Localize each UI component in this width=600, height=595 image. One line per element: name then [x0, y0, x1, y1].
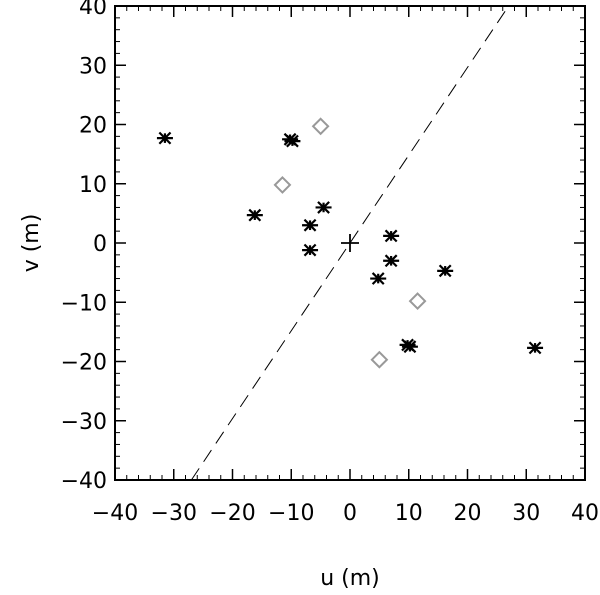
- y-tick-label: −30: [61, 410, 107, 435]
- diamond-point: [311, 117, 330, 136]
- asterisk-point: [370, 272, 387, 285]
- x-tick-label: −40: [92, 501, 138, 526]
- y-tick-label: −40: [61, 469, 107, 494]
- y-tick-label: 30: [79, 54, 107, 79]
- asterisk-point: [383, 229, 400, 243]
- dashed-reference-line: [190, 5, 510, 481]
- y-tick-label: 10: [79, 173, 107, 198]
- y-tick-label: −10: [61, 291, 107, 316]
- y-tick-label: −20: [61, 351, 107, 376]
- y-tick-label: 0: [93, 232, 107, 257]
- asterisk-point: [156, 131, 173, 145]
- axis-ticks: −40 −30 −20 −10 0 10 20 30 40 −40 −30 −20 −10 0 10 20 30…: [61, 0, 599, 526]
- x-tick-label: 0: [343, 501, 357, 526]
- asterisk-point: [246, 208, 263, 222]
- asterisk-point: [383, 254, 400, 268]
- asterisk-point: [284, 134, 301, 148]
- x-tick-label: 20: [454, 501, 482, 526]
- y-tick-label: 20: [79, 114, 107, 139]
- plot-marks: [156, 5, 544, 481]
- y-tick-label: 40: [79, 0, 107, 20]
- x-axis-label: u (m): [320, 566, 380, 591]
- x-tick-label: 10: [395, 501, 423, 526]
- asterisk-point: [315, 201, 332, 214]
- diamond-point: [370, 350, 389, 369]
- asterisk-point: [437, 264, 454, 278]
- x-tick-label: −30: [151, 501, 197, 526]
- asterisk-point: [302, 243, 319, 257]
- asterisk-point: [527, 341, 544, 355]
- diamond-point: [273, 176, 292, 194]
- diamond-point: [408, 292, 427, 310]
- x-tick-label: −20: [209, 501, 255, 526]
- x-tick-label: 40: [571, 501, 599, 526]
- y-axis-label: v (m): [19, 214, 44, 273]
- x-tick-label: −10: [268, 501, 314, 526]
- asterisk-point: [399, 338, 416, 352]
- asterisk-point: [302, 218, 319, 232]
- x-tick-label: 30: [512, 501, 540, 526]
- plus-point: [341, 234, 359, 252]
